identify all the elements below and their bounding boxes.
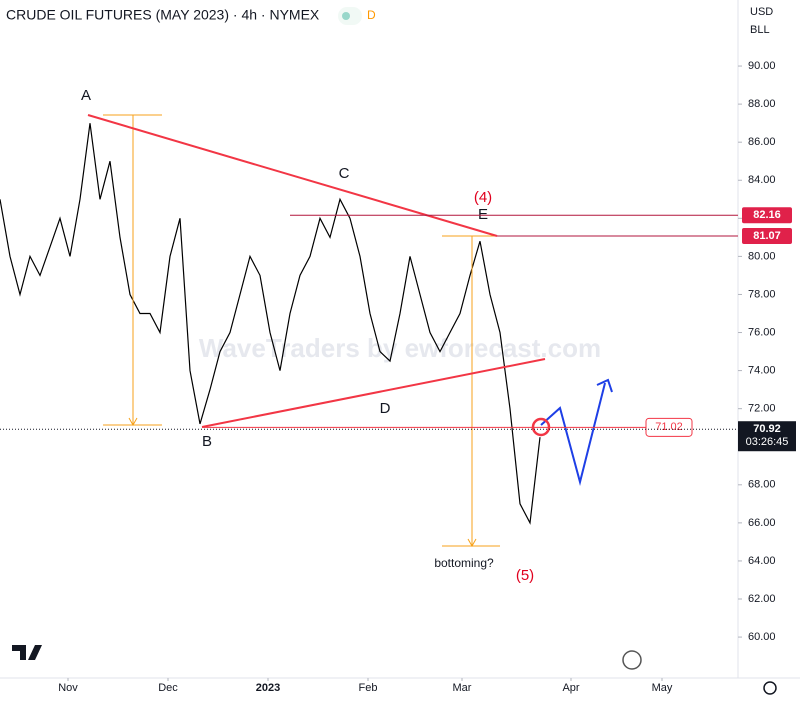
price-tag [742,207,792,224]
x-tick-label: Mar [453,682,472,694]
symbol-title: CRUDE OIL FUTURES (MAY 2023) · 4h · NYME… [6,7,320,23]
plot [0,123,541,525]
y-tick-label: 78.00 [748,288,776,300]
settings-icon[interactable] [763,681,777,695]
icon [622,650,642,670]
x-tick-label: May [652,682,673,694]
x-tick-label: Apr [562,682,579,694]
wave-label: E [478,206,488,223]
note: bottoming? [434,556,494,570]
price-tag-label: 82.16 [753,209,781,221]
status-pill [338,7,362,25]
wave-label: A [81,87,91,104]
countdown: 03:26:45 [746,436,789,448]
wave-label: B [202,433,212,450]
wave-label: C [339,165,350,182]
projection [540,378,613,486]
x-tick-label: Nov [58,682,78,694]
wave-label: (5) [516,567,534,584]
watermark: WaveTraders by ewforecast.com [199,333,601,363]
y-tick-label: 62.00 [748,593,776,605]
y-tick-label: 84.00 [748,174,776,186]
y-tick-label: 88.00 [748,98,776,110]
x-tick-label: Feb [359,682,378,694]
y-tick-label: 74.00 [748,365,776,377]
last-price-label: 70.92 [753,423,781,435]
y-tick-label: 86.00 [748,136,776,148]
badge: D [367,8,376,22]
last-price-tag [738,421,796,452]
x-tick-label: Dec [158,682,178,694]
y-tick-label: 68.00 [748,479,776,491]
y-tick-label: 72.00 [748,403,776,415]
currency: USD [750,6,773,18]
y-tick-label: 60.00 [748,631,776,643]
target-label: 71.02 [655,421,683,433]
x-tick-label: 2023 [256,682,280,694]
price-tag-label: 81.07 [753,230,781,242]
y-tick-label: 90.00 [748,60,776,72]
wave-label: (4) [474,189,492,206]
wave-label: D [380,400,391,417]
y-tick-label: 66.00 [748,517,776,529]
measure-tool [103,114,500,548]
price-axis-bg [738,0,800,700]
price-line [0,123,541,525]
target-box [645,417,693,437]
trendlines [87,114,546,428]
logo [12,645,42,660]
price-tag [742,228,792,245]
unit: BLL [750,24,770,36]
y-tick-label: 80.00 [748,250,776,262]
y-tick-label: 76.00 [748,326,776,338]
y-tick-label: 64.00 [748,555,776,567]
